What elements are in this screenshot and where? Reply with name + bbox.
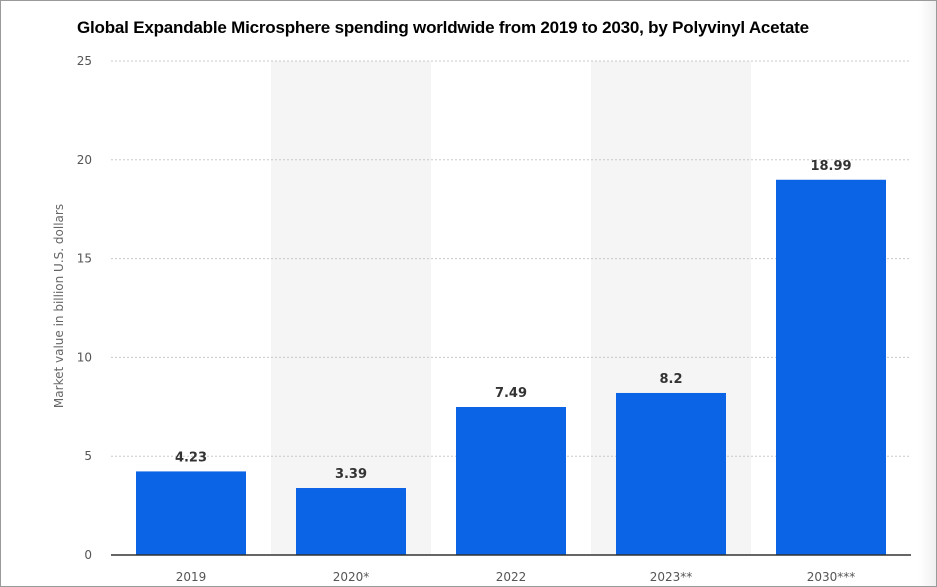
x-tick-label: 2022 bbox=[496, 570, 527, 584]
data-label: 4.23 bbox=[175, 450, 207, 465]
background-band bbox=[271, 61, 431, 555]
x-tick-label: 2019 bbox=[176, 570, 207, 584]
frame-shadow bbox=[919, 1, 936, 586]
bar bbox=[776, 179, 886, 555]
y-tick-label: 15 bbox=[77, 252, 92, 266]
data-label: 3.39 bbox=[335, 467, 367, 482]
y-tick-label: 0 bbox=[84, 548, 92, 562]
x-tick-label: 2020* bbox=[333, 570, 370, 584]
bar bbox=[296, 488, 406, 555]
data-label: 8.2 bbox=[659, 372, 682, 387]
y-axis-title: Market value in billion U.S. dollars bbox=[52, 204, 66, 408]
data-label: 18.99 bbox=[810, 159, 851, 174]
data-label: 7.49 bbox=[495, 386, 527, 401]
x-tick-label: 2023** bbox=[650, 570, 693, 584]
bar bbox=[616, 392, 726, 555]
x-tick-label: 2030*** bbox=[807, 570, 856, 584]
y-tick-label: 10 bbox=[77, 350, 92, 364]
chart-title: Global Expandable Microsphere spending w… bbox=[77, 18, 809, 37]
y-tick-label: 25 bbox=[77, 54, 92, 68]
y-tick-label: 5 bbox=[84, 449, 92, 463]
bar bbox=[456, 406, 566, 555]
bar bbox=[136, 471, 246, 555]
y-tick-label: 20 bbox=[77, 153, 92, 167]
